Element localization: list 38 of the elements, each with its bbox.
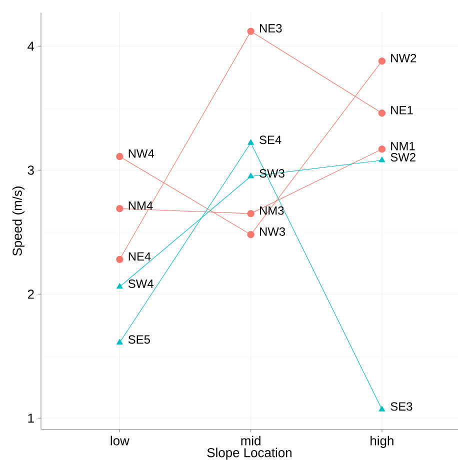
annotation: NM4 [128, 201, 153, 210]
annotation: SW4 [128, 279, 154, 288]
x-tick-label: low [110, 436, 130, 446]
y-tick-label: 1 [28, 414, 34, 423]
annotation: SW2 [390, 153, 416, 162]
annotation: SE3 [390, 402, 412, 411]
annotation: NE3 [260, 24, 282, 33]
point [116, 256, 124, 264]
y-axis-title: Speed (m/s) [12, 186, 24, 256]
point [247, 28, 254, 35]
point [378, 110, 386, 117]
point [378, 57, 386, 65]
annotation: NW2 [391, 54, 416, 62]
point [248, 172, 254, 178]
x-tick-label: high [370, 436, 394, 448]
point [116, 338, 123, 344]
annotation: SE5 [128, 335, 150, 344]
annotation: NE4 [128, 252, 151, 261]
y-tick-label: 2 [28, 290, 34, 299]
annotation: NW3 [260, 227, 286, 236]
annotation: NW4 [128, 149, 154, 158]
x-axis-title: Slope Location [207, 448, 292, 460]
annotation: NE1 [391, 106, 413, 114]
point [378, 145, 386, 153]
point [247, 231, 254, 238]
y-tick-label: 4 [28, 42, 34, 51]
point [247, 210, 254, 218]
x-tick-label: mid [241, 436, 260, 446]
point [116, 152, 124, 160]
point [378, 156, 386, 162]
point [248, 139, 254, 145]
point [116, 204, 124, 212]
annotation: NM3 [260, 206, 284, 215]
annotation: SE4 [260, 136, 282, 144]
annotation: NM1 [391, 142, 415, 150]
point [378, 406, 386, 412]
point [116, 283, 123, 289]
y-tick-label: 3 [28, 166, 34, 175]
